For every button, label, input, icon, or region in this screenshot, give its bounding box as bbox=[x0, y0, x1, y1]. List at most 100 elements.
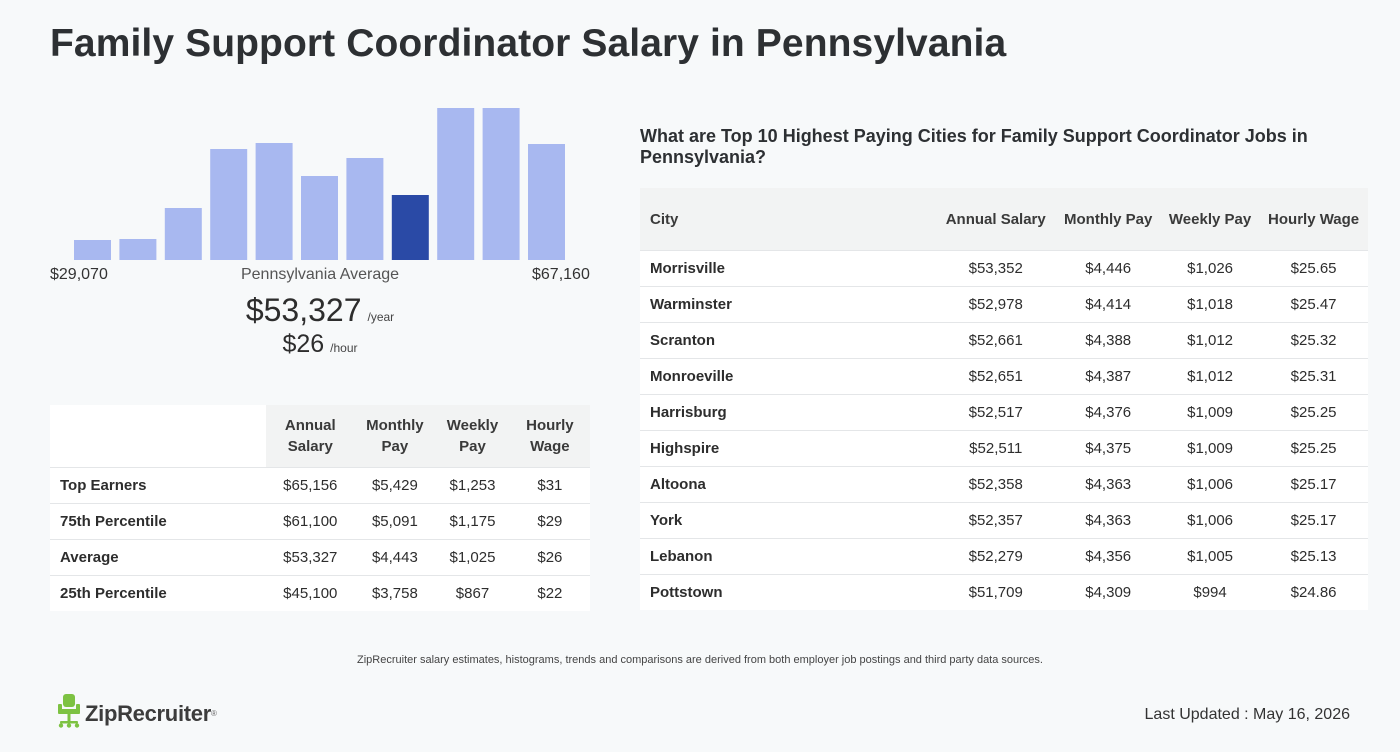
percentile-table-header: Annual Salary Monthly Pay Weekly Pay Hou… bbox=[50, 405, 590, 468]
hourly-cell: $22 bbox=[509, 575, 590, 611]
monthly-cell: $5,091 bbox=[354, 503, 436, 540]
table-row: Average $53,327 $4,443 $1,025 $26 bbox=[50, 539, 590, 576]
row-label: 75th Percentile bbox=[50, 503, 266, 540]
table-row: Monroeville $52,651 $4,387 $1,012 $25.31 bbox=[640, 358, 1368, 395]
annual-cell: $52,357 bbox=[936, 502, 1056, 539]
histogram-bar bbox=[437, 108, 475, 260]
annual-cell: $52,517 bbox=[936, 394, 1056, 431]
percentile-table: Annual Salary Monthly Pay Weekly Pay Hou… bbox=[50, 405, 590, 611]
header-annual-salary: Annual Salary bbox=[936, 188, 1056, 251]
annual-cell: $53,352 bbox=[936, 250, 1056, 287]
header-weekly-pay: Weekly Pay bbox=[1160, 188, 1260, 251]
city-name: Harrisburg bbox=[640, 394, 936, 431]
weekly-cell: $1,025 bbox=[435, 539, 510, 576]
hourly-cell: $31 bbox=[509, 467, 590, 504]
annual-cell: $45,100 bbox=[266, 575, 355, 611]
top-cities-heading: What are Top 10 Highest Paying Cities fo… bbox=[640, 126, 1308, 167]
average-annual-value: $53,327 bbox=[245, 292, 362, 328]
weekly-cell: $867 bbox=[435, 575, 510, 611]
city-name: Altoona bbox=[640, 466, 936, 503]
table-row: Scranton $52,661 $4,388 $1,012 $25.32 bbox=[640, 322, 1368, 359]
monthly-cell: $4,375 bbox=[1055, 430, 1161, 467]
histogram-bar bbox=[210, 149, 248, 260]
annual-cell: $52,661 bbox=[936, 322, 1056, 359]
annual-cell: $52,651 bbox=[936, 358, 1056, 395]
histogram-range-min: $29,070 bbox=[50, 266, 108, 283]
city-name: Highspire bbox=[640, 430, 936, 467]
weekly-cell: $1,026 bbox=[1160, 250, 1260, 287]
table-row: Harrisburg $52,517 $4,376 $1,009 $25.25 bbox=[640, 394, 1368, 431]
hourly-cell: $29 bbox=[509, 503, 590, 540]
city-name: Warminster bbox=[640, 286, 936, 323]
annual-cell: $52,358 bbox=[936, 466, 1056, 503]
weekly-cell: $1,018 bbox=[1160, 286, 1260, 323]
hourly-cell: $25.25 bbox=[1259, 430, 1368, 467]
table-row: Morrisville $53,352 $4,446 $1,026 $25.65 bbox=[640, 250, 1368, 287]
table-row: 75th Percentile $61,100 $5,091 $1,175 $2… bbox=[50, 503, 590, 540]
annual-cell: $52,511 bbox=[936, 430, 1056, 467]
histogram-bar bbox=[119, 239, 157, 260]
histogram-bar bbox=[346, 158, 384, 260]
annual-cell: $52,978 bbox=[936, 286, 1056, 323]
cities-table-header: City Annual Salary Monthly Pay Weekly Pa… bbox=[640, 188, 1368, 251]
histogram-bar-average bbox=[391, 195, 429, 260]
average-annual-salary: $53,327/year bbox=[0, 292, 640, 329]
hourly-cell: $25.65 bbox=[1259, 250, 1368, 287]
weekly-cell: $994 bbox=[1160, 574, 1260, 610]
weekly-cell: $1,009 bbox=[1160, 394, 1260, 431]
annual-cell: $61,100 bbox=[266, 503, 355, 540]
annual-cell: $52,279 bbox=[936, 538, 1056, 575]
row-label: Top Earners bbox=[50, 467, 266, 504]
histogram-bar bbox=[482, 108, 520, 260]
annual-cell: $65,156 bbox=[266, 467, 355, 504]
monthly-cell: $4,356 bbox=[1055, 538, 1161, 575]
logo-wordmark: ZipRecruiter bbox=[85, 700, 211, 726]
header-hourly-wage: Hourly Wage bbox=[509, 405, 590, 468]
table-row: Altoona $52,358 $4,363 $1,006 $25.17 bbox=[640, 466, 1368, 503]
header-monthly-pay: Monthly Pay bbox=[1055, 188, 1161, 251]
histogram-bar bbox=[164, 208, 202, 260]
logo-trademark: ® bbox=[210, 709, 217, 718]
hourly-cell: $25.47 bbox=[1259, 286, 1368, 323]
table-row: Warminster $52,978 $4,414 $1,018 $25.47 bbox=[640, 286, 1368, 323]
city-name: York bbox=[640, 502, 936, 539]
histogram-average-label: Pennsylvania Average bbox=[240, 266, 400, 283]
average-annual-unit: /year bbox=[367, 310, 395, 324]
monthly-cell: $4,443 bbox=[354, 539, 436, 576]
annual-cell: $51,709 bbox=[936, 574, 1056, 610]
city-name: Morrisville bbox=[640, 250, 936, 287]
monthly-cell: $4,388 bbox=[1055, 322, 1161, 359]
table-row: Top Earners $65,156 $5,429 $1,253 $31 bbox=[50, 467, 590, 504]
annual-cell: $53,327 bbox=[266, 539, 355, 576]
row-label: Average bbox=[50, 539, 266, 576]
salary-histogram bbox=[50, 100, 590, 260]
ziprecruiter-logo[interactable]: ZipRecruiter ® bbox=[58, 694, 217, 733]
page-title: Family Support Coordinator Salary in Pen… bbox=[50, 22, 1007, 65]
monthly-cell: $4,363 bbox=[1055, 502, 1161, 539]
hourly-cell: $25.32 bbox=[1259, 322, 1368, 359]
histogram-bar bbox=[528, 144, 565, 260]
city-name: Pottstown bbox=[640, 574, 936, 610]
header-hourly-wage: Hourly Wage bbox=[1259, 188, 1368, 251]
weekly-cell: $1,253 bbox=[435, 467, 510, 504]
weekly-cell: $1,012 bbox=[1160, 358, 1260, 395]
table-row: Lebanon $52,279 $4,356 $1,005 $25.13 bbox=[640, 538, 1368, 575]
monthly-cell: $5,429 bbox=[354, 467, 436, 504]
header-monthly-pay: Monthly Pay bbox=[354, 405, 436, 468]
weekly-cell: $1,012 bbox=[1160, 322, 1260, 359]
monthly-cell: $4,414 bbox=[1055, 286, 1161, 323]
table-row: Highspire $52,511 $4,375 $1,009 $25.25 bbox=[640, 430, 1368, 467]
weekly-cell: $1,006 bbox=[1160, 466, 1260, 503]
hourly-cell: $25.25 bbox=[1259, 394, 1368, 431]
hourly-cell: $24.86 bbox=[1259, 574, 1368, 610]
weekly-cell: $1,005 bbox=[1160, 538, 1260, 575]
table-row: Pottstown $51,709 $4,309 $994 $24.86 bbox=[640, 574, 1368, 610]
average-hourly-value: $26 bbox=[282, 330, 325, 358]
monthly-cell: $4,446 bbox=[1055, 250, 1161, 287]
histogram-range-max: $67,160 bbox=[532, 266, 590, 283]
data-source-disclaimer: ZipRecruiter salary estimates, histogram… bbox=[357, 654, 1043, 666]
last-updated: Last Updated : May 16, 2026 bbox=[1144, 706, 1350, 723]
table-row: 25th Percentile $45,100 $3,758 $867 $22 bbox=[50, 575, 590, 611]
city-name: Monroeville bbox=[640, 358, 936, 395]
weekly-cell: $1,009 bbox=[1160, 430, 1260, 467]
